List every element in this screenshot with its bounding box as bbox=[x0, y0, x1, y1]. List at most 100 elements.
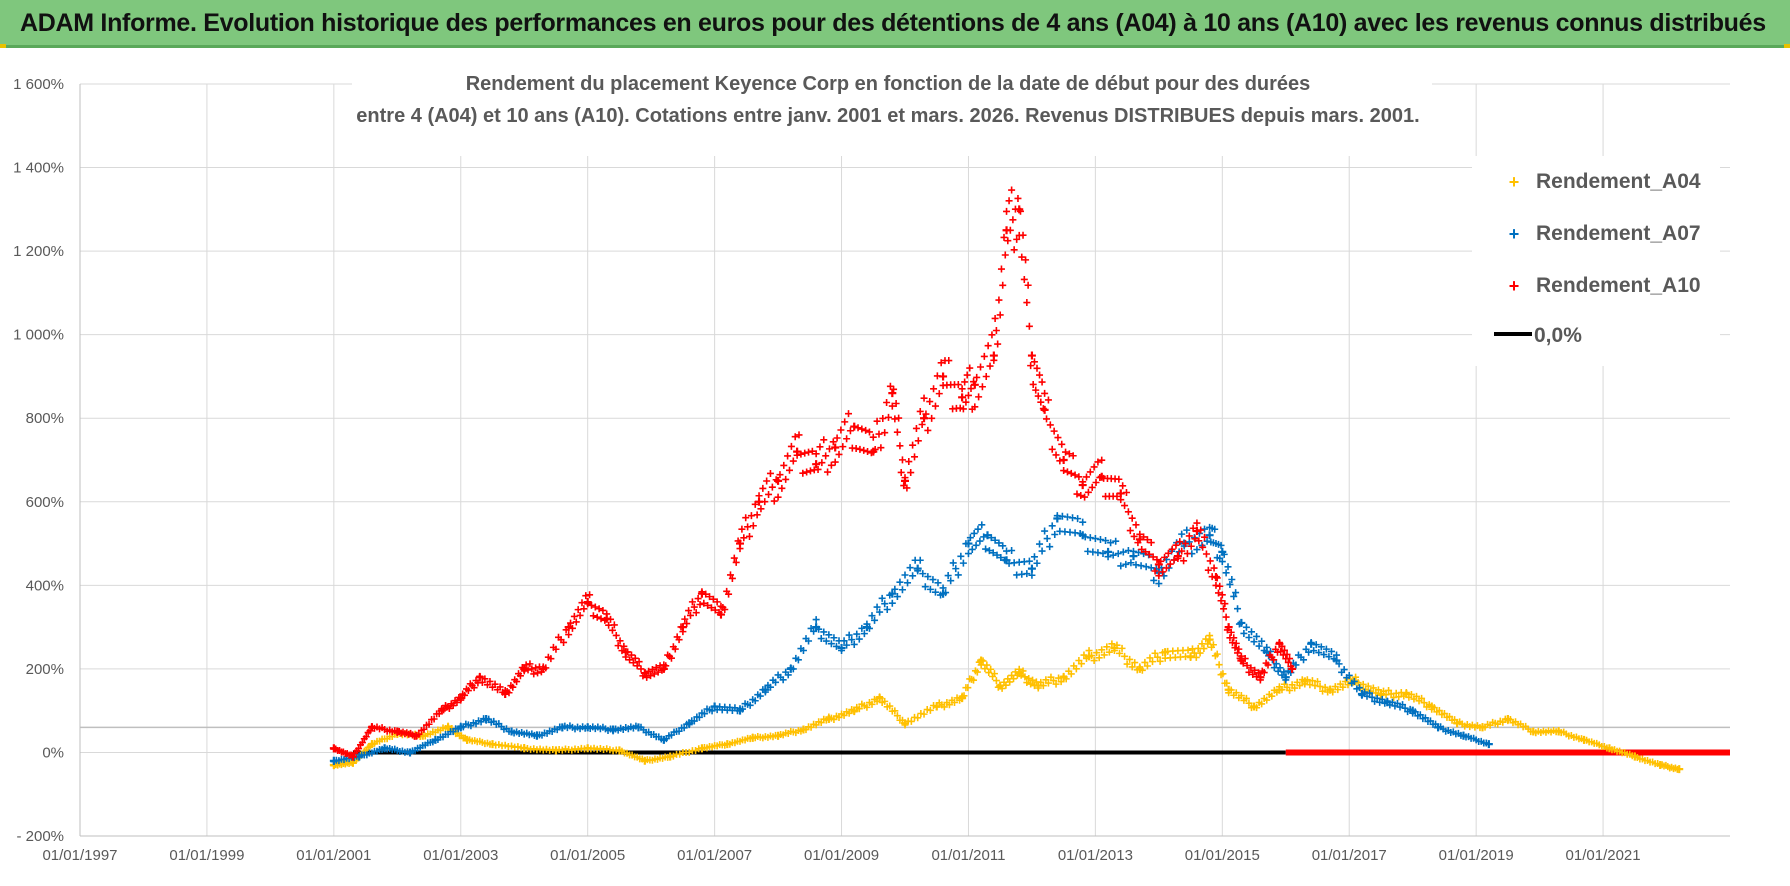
data-point bbox=[748, 733, 757, 742]
data-point bbox=[983, 531, 992, 540]
y-tick-label: 400% bbox=[26, 577, 64, 594]
data-point bbox=[685, 719, 694, 728]
data-point bbox=[475, 673, 484, 682]
data-point bbox=[1040, 405, 1049, 414]
data-point bbox=[1300, 677, 1309, 686]
data-point bbox=[1275, 685, 1284, 694]
data-point bbox=[1307, 639, 1316, 648]
data-point bbox=[1161, 648, 1170, 657]
report-header: ADAM Informe. Evolution historique des p… bbox=[0, 0, 1790, 48]
series-a10 bbox=[329, 186, 1297, 761]
y-tick-label: 1 600% bbox=[13, 76, 64, 93]
corner-accent-left bbox=[0, 44, 6, 48]
legend-a07-label: Rendement_A07 bbox=[1536, 222, 1701, 245]
data-point bbox=[501, 689, 510, 698]
data-point bbox=[1192, 527, 1201, 536]
data-point bbox=[920, 414, 929, 423]
data-point bbox=[958, 694, 967, 703]
data-point bbox=[958, 393, 967, 402]
data-point bbox=[456, 694, 465, 703]
data-point bbox=[1402, 689, 1411, 698]
data-point bbox=[1275, 639, 1284, 648]
data-point bbox=[723, 740, 732, 749]
data-point bbox=[640, 756, 649, 765]
data-point bbox=[697, 589, 706, 598]
data-point bbox=[901, 719, 909, 728]
data-point bbox=[761, 685, 770, 694]
data-point bbox=[1605, 744, 1614, 753]
chart-subtitle: entre 4 (A04) et 10 ans (A10). Cotations… bbox=[356, 105, 1419, 127]
data-point bbox=[367, 723, 376, 732]
data-point bbox=[1002, 226, 1011, 235]
x-axis-ticks: 01/01/1997 01/01/1999 01/01/2001 01/01/2003… bbox=[42, 847, 1640, 864]
data-point bbox=[1135, 664, 1144, 673]
data-point bbox=[1186, 652, 1195, 661]
data-point bbox=[1453, 719, 1462, 728]
data-point bbox=[710, 702, 719, 711]
title-background bbox=[352, 64, 1432, 156]
data-point bbox=[716, 610, 725, 619]
legend-background bbox=[1472, 156, 1720, 366]
y-tick-label: - 200% bbox=[16, 828, 64, 845]
data-point bbox=[551, 746, 560, 755]
data-point bbox=[539, 664, 548, 673]
data-point bbox=[1205, 635, 1214, 644]
data-point bbox=[697, 744, 706, 753]
data-point bbox=[583, 744, 592, 753]
data-point bbox=[1503, 715, 1512, 724]
data-point bbox=[786, 664, 795, 673]
data-point bbox=[367, 740, 376, 749]
y-tick-label: 1 200% bbox=[13, 243, 64, 260]
data-point bbox=[615, 746, 624, 755]
data-point bbox=[444, 723, 453, 732]
legend-zero-label: 0,0% bbox=[1534, 324, 1582, 347]
data-point bbox=[1059, 673, 1068, 682]
data-point bbox=[1211, 572, 1220, 581]
data-point bbox=[1630, 752, 1639, 761]
data-point bbox=[1059, 456, 1068, 464]
data-point bbox=[380, 744, 389, 753]
data-point bbox=[1154, 560, 1163, 569]
data-point bbox=[824, 715, 833, 724]
data-point bbox=[939, 589, 948, 598]
legend-a10-marker: + bbox=[1509, 276, 1520, 296]
data-point bbox=[456, 723, 465, 732]
data-point bbox=[634, 723, 643, 732]
data-point bbox=[1002, 556, 1011, 565]
data-point bbox=[532, 731, 541, 740]
data-point bbox=[1015, 205, 1024, 214]
data-point bbox=[1376, 689, 1385, 698]
data-point bbox=[463, 735, 472, 744]
x-tick-label: 01/01/2013 bbox=[1058, 847, 1133, 864]
data-point bbox=[964, 539, 973, 548]
x-tick-label: 01/01/2007 bbox=[677, 847, 752, 864]
data-point bbox=[1205, 531, 1214, 540]
data-point bbox=[1434, 723, 1443, 732]
data-point bbox=[1034, 681, 1043, 690]
data-point bbox=[640, 669, 649, 678]
data-point bbox=[609, 725, 618, 734]
data-point bbox=[888, 389, 897, 398]
data-point bbox=[1326, 685, 1335, 694]
data-point bbox=[1250, 702, 1259, 711]
x-tick-label: 01/01/2003 bbox=[423, 847, 498, 864]
data-point bbox=[812, 460, 821, 469]
data-point bbox=[393, 727, 402, 736]
y-tick-label: 200% bbox=[26, 661, 64, 678]
data-point bbox=[812, 623, 821, 632]
y-tick-label: 1 000% bbox=[13, 327, 64, 344]
data-point bbox=[520, 744, 529, 753]
data-point bbox=[482, 715, 491, 724]
data-point bbox=[888, 589, 897, 598]
y-tick-label: 600% bbox=[26, 494, 64, 511]
data-point bbox=[1357, 689, 1366, 698]
data-point bbox=[329, 756, 338, 765]
data-point bbox=[837, 644, 846, 652]
chart: - 200% 0% 200% 400% 600% 800% 1 000% 1 200% 1 40… bbox=[13, 64, 1730, 864]
data-point bbox=[1224, 685, 1233, 694]
data-point bbox=[507, 727, 516, 736]
data-point bbox=[431, 735, 440, 744]
data-point bbox=[1529, 727, 1538, 736]
data-point bbox=[850, 422, 859, 431]
data-point bbox=[678, 623, 687, 632]
